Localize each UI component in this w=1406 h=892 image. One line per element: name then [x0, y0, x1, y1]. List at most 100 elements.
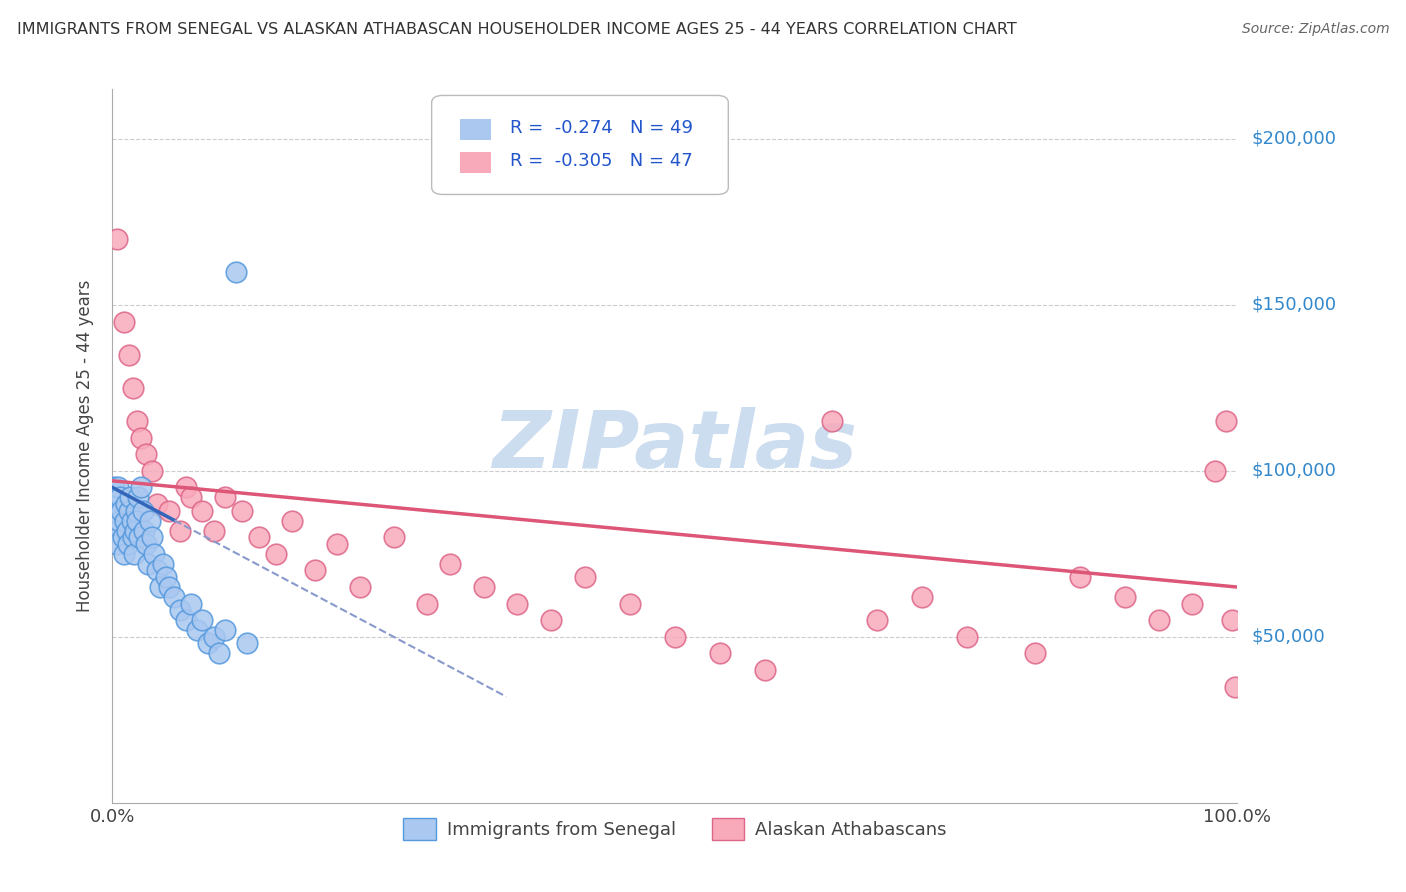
Point: [128, 530, 150, 544]
Point: [135, 537, 157, 551]
Point: [104, 524, 127, 538]
Point: [121, 530, 143, 544]
Point: [138, 514, 160, 528]
Text: IMMIGRANTS FROM SENEGAL VS ALASKAN ATHABASCAN HOUSEHOLDER INCOME AGES 25 - 44 YE: IMMIGRANTS FROM SENEGAL VS ALASKAN ATHAB…: [17, 22, 1017, 37]
Point: [439, 557, 461, 571]
Point: [124, 524, 146, 538]
Y-axis label: Householder Income Ages 25 - 44 years: Householder Income Ages 25 - 44 years: [76, 280, 94, 612]
Point: [111, 530, 134, 544]
Point: [122, 547, 145, 561]
Text: ZIPatlas: ZIPatlas: [492, 407, 858, 485]
Point: [866, 613, 889, 627]
Point: [157, 504, 180, 518]
Point: [141, 530, 163, 544]
Point: [1024, 647, 1046, 661]
Point: [174, 481, 197, 495]
Point: [146, 497, 169, 511]
Point: [214, 491, 236, 505]
Point: [214, 624, 236, 638]
Point: [155, 570, 177, 584]
Point: [107, 481, 129, 495]
Point: [108, 514, 131, 528]
Point: [472, 580, 495, 594]
Point: [247, 530, 270, 544]
Point: [208, 647, 231, 661]
Text: Source: ZipAtlas.com: Source: ZipAtlas.com: [1241, 22, 1389, 37]
Text: R =  -0.274   N = 49: R = -0.274 N = 49: [510, 119, 693, 136]
Text: R =  -0.305   N = 47: R = -0.305 N = 47: [510, 152, 693, 169]
Point: [754, 663, 776, 677]
Point: [115, 497, 138, 511]
Point: [112, 547, 135, 561]
Point: [127, 514, 149, 528]
Point: [127, 491, 149, 505]
Point: [1069, 570, 1091, 584]
Point: [118, 504, 141, 518]
Point: [349, 580, 371, 594]
Point: [138, 557, 160, 571]
Point: [709, 647, 731, 661]
Point: [174, 613, 197, 627]
Point: [114, 514, 136, 528]
Point: [129, 481, 152, 495]
Point: [191, 504, 214, 518]
Point: [326, 537, 349, 551]
Point: [149, 580, 172, 594]
Point: [180, 597, 202, 611]
Point: [574, 570, 596, 584]
Point: [110, 491, 132, 505]
Point: [1147, 613, 1170, 627]
Point: [104, 504, 127, 518]
Point: [169, 524, 191, 538]
Point: [506, 597, 529, 611]
Point: [143, 547, 166, 561]
Point: [132, 524, 155, 538]
Point: [231, 504, 253, 518]
Point: [1220, 613, 1243, 627]
Point: [105, 537, 128, 551]
Point: [197, 636, 219, 650]
Point: [152, 557, 174, 571]
Point: [911, 590, 934, 604]
Point: [281, 514, 304, 528]
Point: [540, 613, 562, 627]
Point: [202, 524, 225, 538]
Point: [304, 564, 326, 578]
Point: [169, 603, 191, 617]
Point: [105, 231, 128, 245]
Point: [110, 504, 132, 518]
Point: [956, 630, 979, 644]
Point: [163, 590, 186, 604]
Text: $200,000: $200,000: [1251, 130, 1336, 148]
Point: [619, 597, 641, 611]
Point: [157, 580, 180, 594]
Text: $50,000: $50,000: [1251, 628, 1324, 646]
Point: [129, 431, 152, 445]
Point: [1204, 464, 1226, 478]
Point: [125, 504, 148, 518]
Point: [1223, 680, 1246, 694]
Point: [121, 514, 143, 528]
Point: [821, 414, 844, 428]
Point: [664, 630, 686, 644]
Text: $100,000: $100,000: [1251, 462, 1336, 480]
Point: [382, 530, 405, 544]
Point: [118, 348, 141, 362]
Text: $150,000: $150,000: [1251, 296, 1336, 314]
Point: [416, 597, 439, 611]
Point: [236, 636, 259, 650]
Point: [146, 564, 169, 578]
Point: [112, 314, 135, 328]
Point: [1215, 414, 1237, 428]
Point: [135, 447, 157, 461]
Point: [191, 613, 214, 627]
Point: [120, 491, 142, 505]
Point: [180, 491, 202, 505]
Point: [1181, 597, 1204, 611]
Point: [121, 381, 143, 395]
Point: [103, 481, 125, 495]
Point: [264, 547, 287, 561]
Point: [186, 624, 208, 638]
Point: [1114, 590, 1136, 604]
Point: [115, 524, 138, 538]
